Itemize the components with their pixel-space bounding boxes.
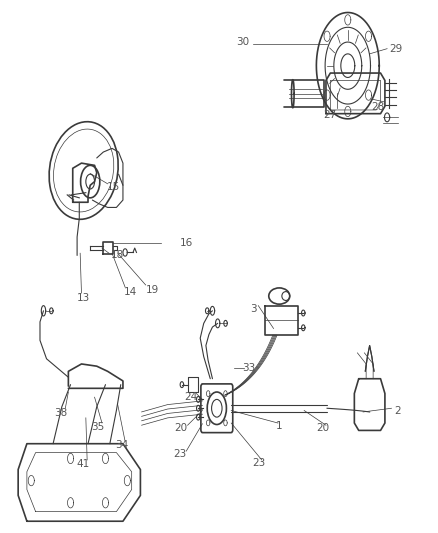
Text: 23: 23 [173, 449, 186, 459]
Text: 35: 35 [91, 423, 104, 432]
Text: 33: 33 [242, 364, 255, 374]
Text: 16: 16 [180, 238, 193, 248]
Text: 15: 15 [107, 182, 120, 192]
Text: 19: 19 [146, 285, 159, 295]
Text: 23: 23 [253, 458, 266, 468]
Text: 2: 2 [394, 406, 400, 416]
Text: 1: 1 [276, 421, 283, 431]
Text: 29: 29 [389, 44, 403, 54]
Text: 34: 34 [116, 440, 129, 450]
Text: 30: 30 [237, 37, 250, 47]
Text: 28: 28 [372, 102, 385, 112]
Text: 14: 14 [124, 287, 138, 297]
Text: 38: 38 [54, 408, 67, 418]
Text: 24: 24 [184, 392, 197, 402]
Text: 3: 3 [250, 304, 256, 314]
Text: 20: 20 [316, 423, 329, 433]
Text: 27: 27 [324, 110, 337, 120]
Text: 20: 20 [174, 423, 187, 433]
Text: 41: 41 [76, 459, 89, 470]
Text: 13: 13 [77, 293, 90, 303]
Text: 18: 18 [111, 251, 124, 261]
